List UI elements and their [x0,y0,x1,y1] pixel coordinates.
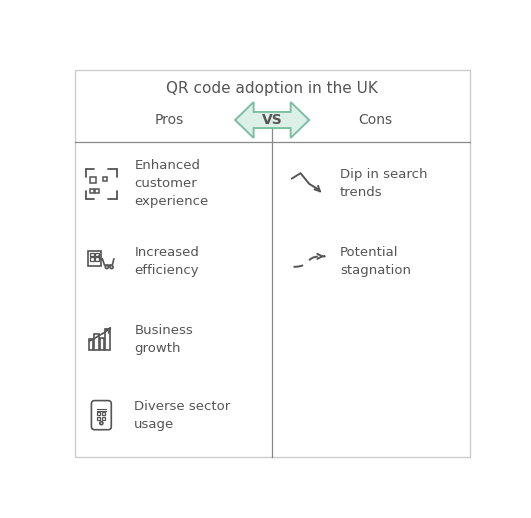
Bar [95,334,99,350]
Bar [102,412,105,415]
Bar [97,416,100,420]
Bar [90,190,94,193]
Text: VS: VS [262,113,282,127]
Bar [95,257,99,261]
Bar [103,177,107,181]
Bar [90,257,94,261]
Bar [100,338,104,350]
Bar [96,190,99,193]
Bar [88,251,101,266]
Bar [95,253,99,256]
Text: Enhanced
customer
experience: Enhanced customer experience [134,160,209,208]
Text: Pros: Pros [155,113,184,127]
Text: Cons: Cons [358,113,392,127]
Bar [102,416,105,420]
Text: Diverse sector
usage: Diverse sector usage [134,400,230,430]
Bar [89,339,93,350]
Bar [90,177,96,183]
Text: Potential
stagnation: Potential stagnation [340,246,411,277]
Text: Dip in search
trends: Dip in search trends [340,168,427,199]
Text: Business
growth: Business growth [134,324,193,355]
Text: Increased
efficiency: Increased efficiency [134,246,199,277]
Bar [90,253,94,256]
Bar [106,329,110,350]
Text: QR code adoption in the UK: QR code adoption in the UK [166,81,378,96]
Polygon shape [235,102,309,138]
Bar [97,412,100,415]
